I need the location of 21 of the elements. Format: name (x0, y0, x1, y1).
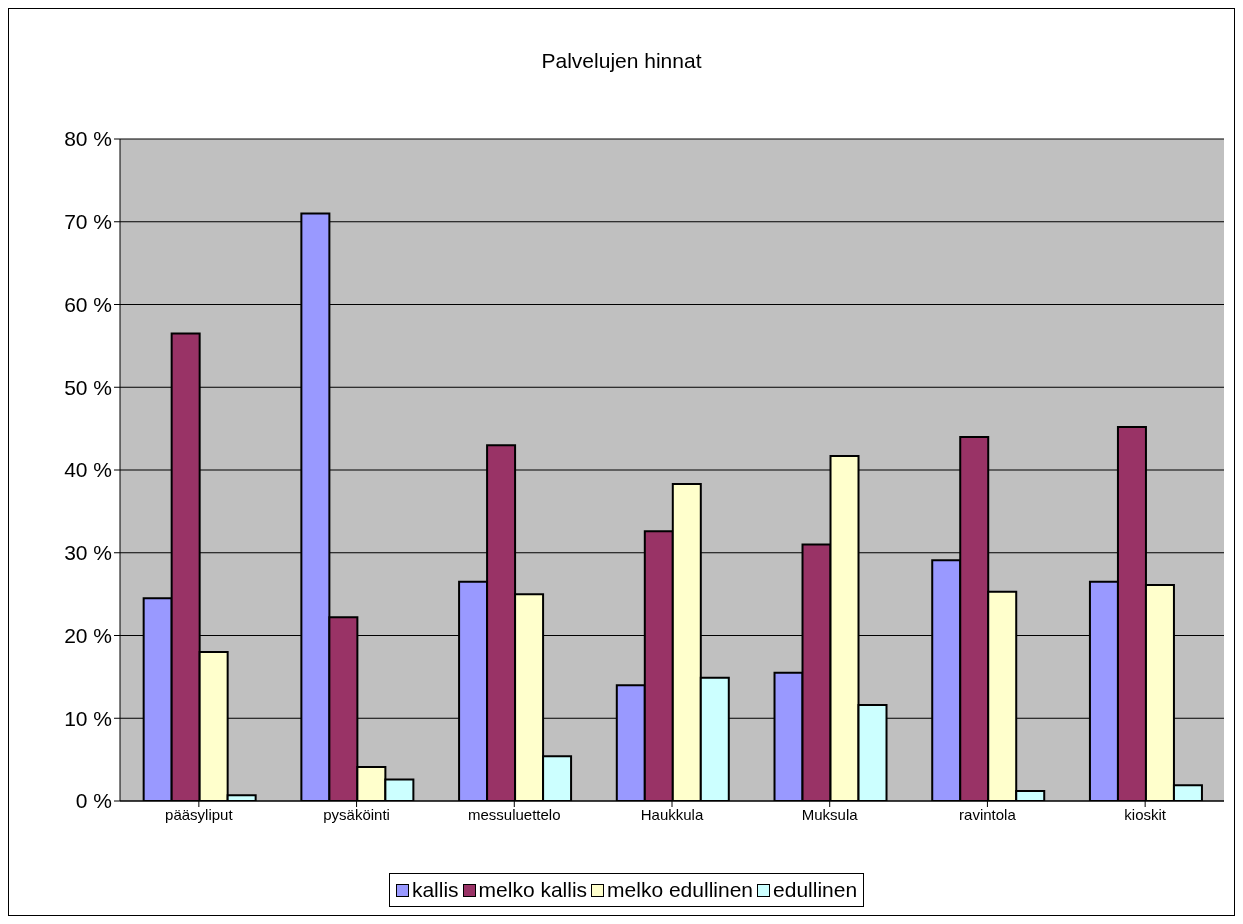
legend-label: melko edullinen (606, 878, 754, 902)
y-tick-label: 30 % (64, 541, 112, 565)
y-tick-label: 40 % (64, 458, 112, 482)
y-tick-label: 80 % (64, 127, 112, 151)
legend-label: kallis (410, 878, 459, 902)
y-tick-label: 60 % (64, 292, 112, 316)
x-tick-label: kioskit (1124, 805, 1167, 823)
x-tick-label: pääsyliput (165, 805, 234, 823)
y-tick-label: 10 % (64, 706, 112, 730)
y-tick-label: 50 % (64, 375, 112, 399)
x-tick-label: pysäköinti (323, 805, 390, 823)
x-tick-label: messuluettelo (468, 805, 561, 823)
legend-label: edullinen (772, 878, 858, 902)
chart-title: Palvelujen hinnat (540, 49, 703, 73)
x-tick-label: ravintola (959, 805, 1017, 823)
y-tick-label: 0 % (75, 789, 112, 813)
y-tick-label: 70 % (64, 210, 112, 234)
x-tick-label: Muksula (801, 805, 859, 823)
legend-label: melko kallis (477, 878, 588, 902)
x-tick-label: Haukkula (640, 805, 704, 823)
y-tick-label: 20 % (64, 623, 112, 647)
